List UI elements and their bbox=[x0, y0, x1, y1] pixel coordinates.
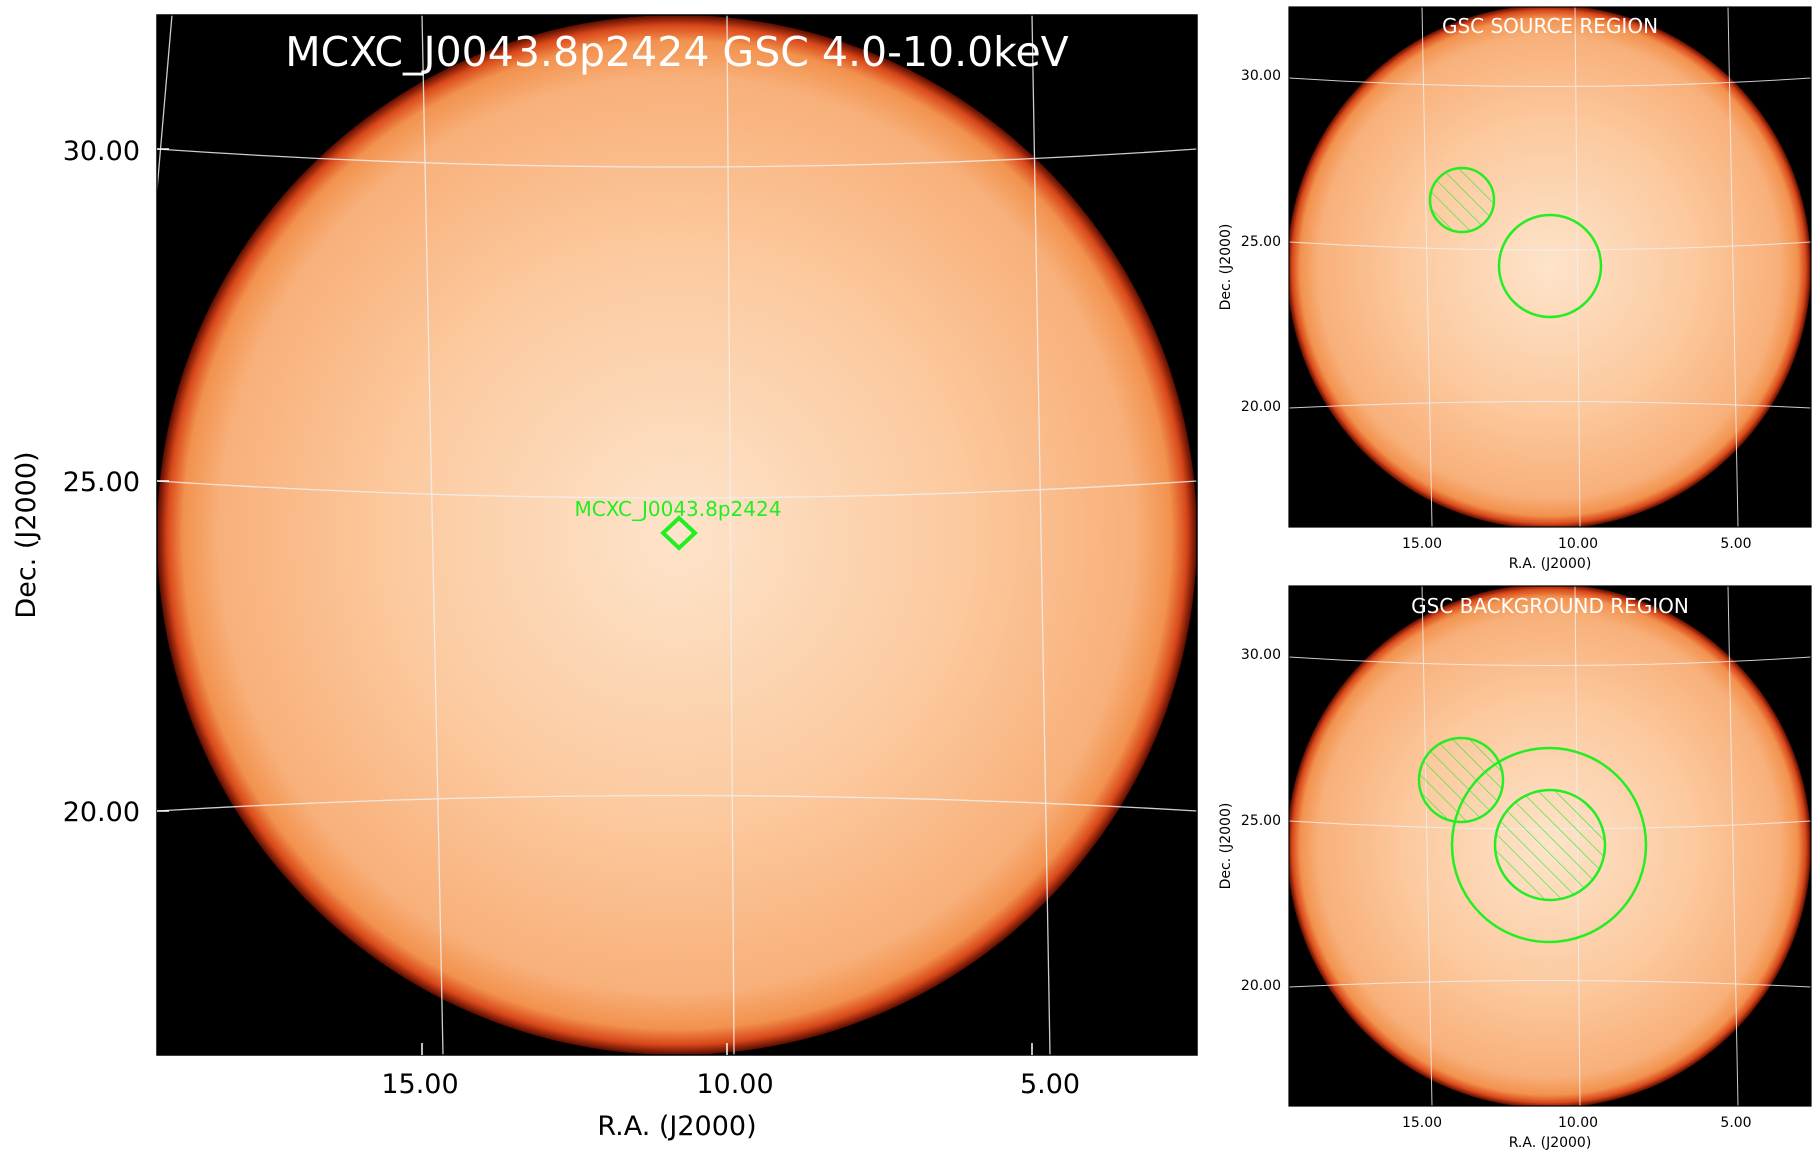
main-source-label: MCXC_J0043.8p2424 bbox=[575, 497, 782, 521]
background-ytick-1: 30.00 bbox=[1241, 647, 1281, 663]
main-panel: MCXC_J0043.8p2424 GSC 4.0-10.0keV MCXC_J… bbox=[11, 14, 1198, 1142]
source-exposure-disk bbox=[1289, 7, 1811, 527]
source-ylabel: Dec. (J2000) bbox=[1218, 224, 1234, 311]
source-xtick-1: 15.00 bbox=[1402, 536, 1442, 552]
main-ytick-3: 20.00 bbox=[63, 797, 140, 828]
main-xlabel: R.A. (J2000) bbox=[597, 1111, 756, 1142]
background-title: GSC BACKGROUND REGION bbox=[1411, 594, 1689, 618]
background-annulus-outer bbox=[1450, 746, 1648, 944]
diamond-marker-icon bbox=[660, 515, 698, 551]
background-ytick-2: 25.00 bbox=[1241, 813, 1281, 829]
background-ylabel: Dec. (J2000) bbox=[1218, 803, 1234, 890]
background-region-panel: GSC BACKGROUND REGION 15.00 10.00 5.00 R… bbox=[1218, 585, 1812, 1151]
background-frame bbox=[1288, 585, 1812, 1107]
background-ytick-3: 20.00 bbox=[1241, 978, 1281, 994]
source-ytick-3: 20.00 bbox=[1241, 399, 1281, 415]
main-frame bbox=[156, 14, 1198, 1056]
main-xtick-2: 10.00 bbox=[696, 1069, 773, 1100]
main-ylabel: Dec. (J2000) bbox=[11, 451, 42, 618]
source-ytick-2: 25.00 bbox=[1241, 234, 1281, 250]
main-xtick-1: 15.00 bbox=[381, 1069, 458, 1100]
source-title: GSC SOURCE REGION bbox=[1442, 14, 1658, 38]
source-coordinate-grid bbox=[1289, 7, 1811, 527]
main-exposure-disk bbox=[157, 15, 1197, 1055]
source-region-panel: GSC SOURCE REGION 15.00 10.00 5.00 R.A. … bbox=[1218, 6, 1812, 572]
background-xlabel: R.A. (J2000) bbox=[1509, 1135, 1592, 1151]
main-tick-marks bbox=[157, 148, 1033, 1055]
background-exclusion-region bbox=[1417, 736, 1505, 824]
main-ytick-1: 30.00 bbox=[63, 136, 140, 167]
source-exclusion-region bbox=[1428, 166, 1496, 234]
source-xtick-3: 5.00 bbox=[1720, 536, 1751, 552]
main-source-marker bbox=[660, 515, 698, 551]
background-xtick-2: 10.00 bbox=[1558, 1115, 1598, 1131]
main-ytick-2: 25.00 bbox=[63, 467, 140, 498]
source-xlabel: R.A. (J2000) bbox=[1509, 556, 1592, 572]
background-xtick-3: 5.00 bbox=[1720, 1115, 1751, 1131]
main-coordinate-grid bbox=[157, 15, 1197, 1055]
background-xtick-1: 15.00 bbox=[1402, 1115, 1442, 1131]
background-source-exclusion bbox=[1493, 788, 1607, 902]
source-xtick-2: 10.00 bbox=[1558, 536, 1598, 552]
source-extraction-region bbox=[1497, 213, 1603, 319]
main-xtick-3: 5.00 bbox=[1020, 1069, 1080, 1100]
main-title: MCXC_J0043.8p2424 GSC 4.0-10.0keV bbox=[285, 28, 1068, 76]
source-ytick-1: 30.00 bbox=[1241, 68, 1281, 84]
source-frame bbox=[1288, 6, 1812, 528]
